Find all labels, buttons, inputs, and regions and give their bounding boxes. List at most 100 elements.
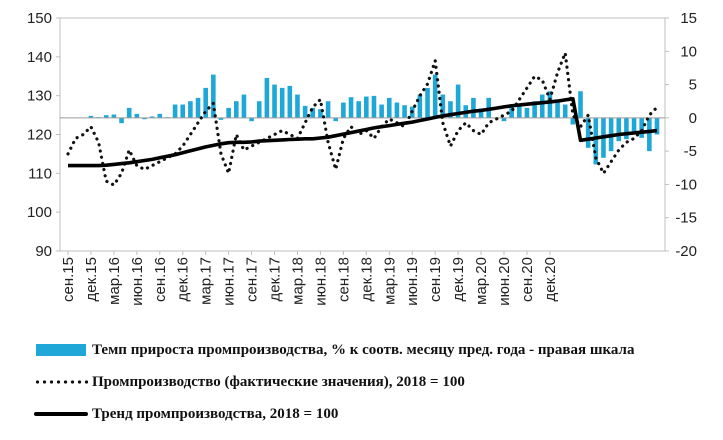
- growth-bar: [402, 105, 407, 118]
- x-tick-label: мар.20: [473, 257, 490, 305]
- growth-bar: [318, 109, 323, 118]
- growth-bar: [593, 117, 599, 165]
- x-tick-label: дек.16: [175, 257, 192, 302]
- growth-bar: [180, 104, 186, 118]
- x-axis: сен.15 дек.15 мар.16 июн.16 сен.16 дек.16 мар.…: [60, 251, 559, 306]
- growth-bar: [302, 105, 308, 118]
- growth-bar: [333, 117, 339, 122]
- legend-swatch-solid: [34, 404, 90, 424]
- plot-area: [59, 17, 666, 252]
- growth-bar: [455, 84, 461, 118]
- growth-bar: [624, 117, 629, 140]
- growth-bar: [279, 87, 285, 118]
- legend-swatch-dotted: [34, 372, 90, 392]
- growth-bar: [272, 84, 277, 118]
- chart: 90 100 110 120 130 140 150 -20 -15 -10 -5 0 5 10 15 с…: [27, 10, 697, 306]
- growth-bar: [203, 87, 208, 118]
- actual-production-line: [66, 51, 659, 187]
- growth-bar: [639, 117, 644, 138]
- right-tick-label: 0: [689, 110, 697, 127]
- right-tick-label: -20: [675, 243, 697, 260]
- growth-bar: [287, 85, 293, 118]
- x-tick-label: дек.15: [83, 257, 100, 302]
- growth-bar: [647, 117, 652, 152]
- left-tick-label: 120: [27, 127, 52, 144]
- right-tick-label: -10: [675, 176, 697, 193]
- growth-bar: [188, 101, 193, 118]
- growth-bar: [532, 101, 537, 118]
- growth-bar: [386, 97, 392, 118]
- growth-bar: [562, 104, 568, 118]
- x-tick-label: дек.19: [450, 257, 467, 302]
- trend-series: [68, 97, 658, 168]
- growth-bar: [103, 115, 109, 118]
- growth-bar: [394, 102, 400, 118]
- growth-bar: [448, 101, 453, 118]
- legend-item-trend: Тренд промпроизводства, 2018 = 100: [20, 398, 720, 430]
- left-tick-label: 130: [27, 88, 52, 105]
- growth-bar: [555, 102, 560, 118]
- growth-bar: [211, 74, 216, 118]
- growth-bar: [218, 117, 224, 120]
- growth-bar: [616, 117, 622, 142]
- right-axis: -20 -15 -10 -5 0 5 10 15: [665, 10, 697, 260]
- growth-bar: [226, 107, 231, 118]
- x-tick-label: июн.16: [129, 257, 146, 306]
- growth-bar: [88, 115, 94, 118]
- growth-bar: [471, 97, 476, 118]
- growth-bar: [578, 91, 583, 118]
- growth-bar: [356, 101, 361, 118]
- growth-bar: [119, 117, 124, 124]
- x-tick-label: сен.19: [427, 257, 444, 302]
- growth-bar: [585, 117, 591, 148]
- left-tick-label: 110: [28, 165, 52, 182]
- x-tick-label: сен.17: [244, 257, 261, 302]
- x-tick-label: дек.17: [267, 257, 284, 302]
- growth-bar: [524, 107, 530, 118]
- growth-bar: [134, 113, 140, 118]
- right-tick-label: 5: [689, 77, 697, 94]
- growth-bar: [379, 104, 384, 118]
- x-tick-label: июн.19: [404, 257, 421, 306]
- growth-bar: [432, 74, 438, 118]
- left-tick-label: 150: [27, 10, 52, 27]
- x-tick-label: июн.17: [221, 257, 238, 306]
- left-tick-label: 140: [27, 49, 52, 66]
- x-tick-label: сен.15: [60, 257, 77, 302]
- legend-item-actual: Промпроизводство (фактические значения),…: [20, 366, 720, 398]
- growth-bar: [111, 114, 117, 118]
- growth-bar: [195, 97, 201, 118]
- growth-bar: [256, 101, 262, 118]
- x-tick-label: июн.20: [496, 257, 513, 306]
- right-tick-label: 15: [680, 10, 697, 27]
- growth-bar: [241, 94, 247, 118]
- legend-label-actual: Промпроизводство (фактические значения),…: [92, 373, 465, 390]
- growth-bar: [149, 116, 155, 118]
- legend: Темп прироста промпроизводства, % к соот…: [20, 334, 720, 430]
- x-tick-label: сен.16: [152, 257, 169, 302]
- right-tick-label: 10: [680, 43, 697, 60]
- growth-bar: [249, 117, 254, 122]
- right-tick-label: -15: [675, 210, 697, 227]
- x-tick-label: сен.20: [519, 257, 536, 302]
- x-tick-label: дек.18: [358, 257, 375, 302]
- growth-bar: [631, 117, 637, 132]
- x-tick-label: мар.19: [381, 257, 398, 305]
- x-tick-label: дек.20: [542, 257, 559, 302]
- x-tick-label: мар.16: [106, 257, 123, 305]
- growth-bar: [233, 101, 239, 118]
- growth-bar: [295, 94, 300, 118]
- legend-label-trend: Тренд промпроизводства, 2018 = 100: [92, 405, 339, 422]
- x-tick-label: мар.18: [289, 257, 306, 305]
- growth-bar: [325, 101, 331, 118]
- growth-bar: [126, 107, 132, 118]
- growth-bar: [478, 108, 484, 118]
- left-axis: 90 100 110 120 130 140 150: [27, 10, 60, 260]
- left-tick-label: 90: [35, 243, 52, 260]
- right-tick-label: -5: [684, 143, 697, 160]
- growth-bar: [310, 107, 316, 118]
- growth-bar: [509, 104, 514, 118]
- legend-item-growth-bars: Темп прироста промпроизводства, % к соот…: [20, 334, 720, 366]
- growth-bar: [157, 113, 163, 118]
- legend-label-growth: Темп прироста промпроизводства, % к соот…: [92, 341, 635, 358]
